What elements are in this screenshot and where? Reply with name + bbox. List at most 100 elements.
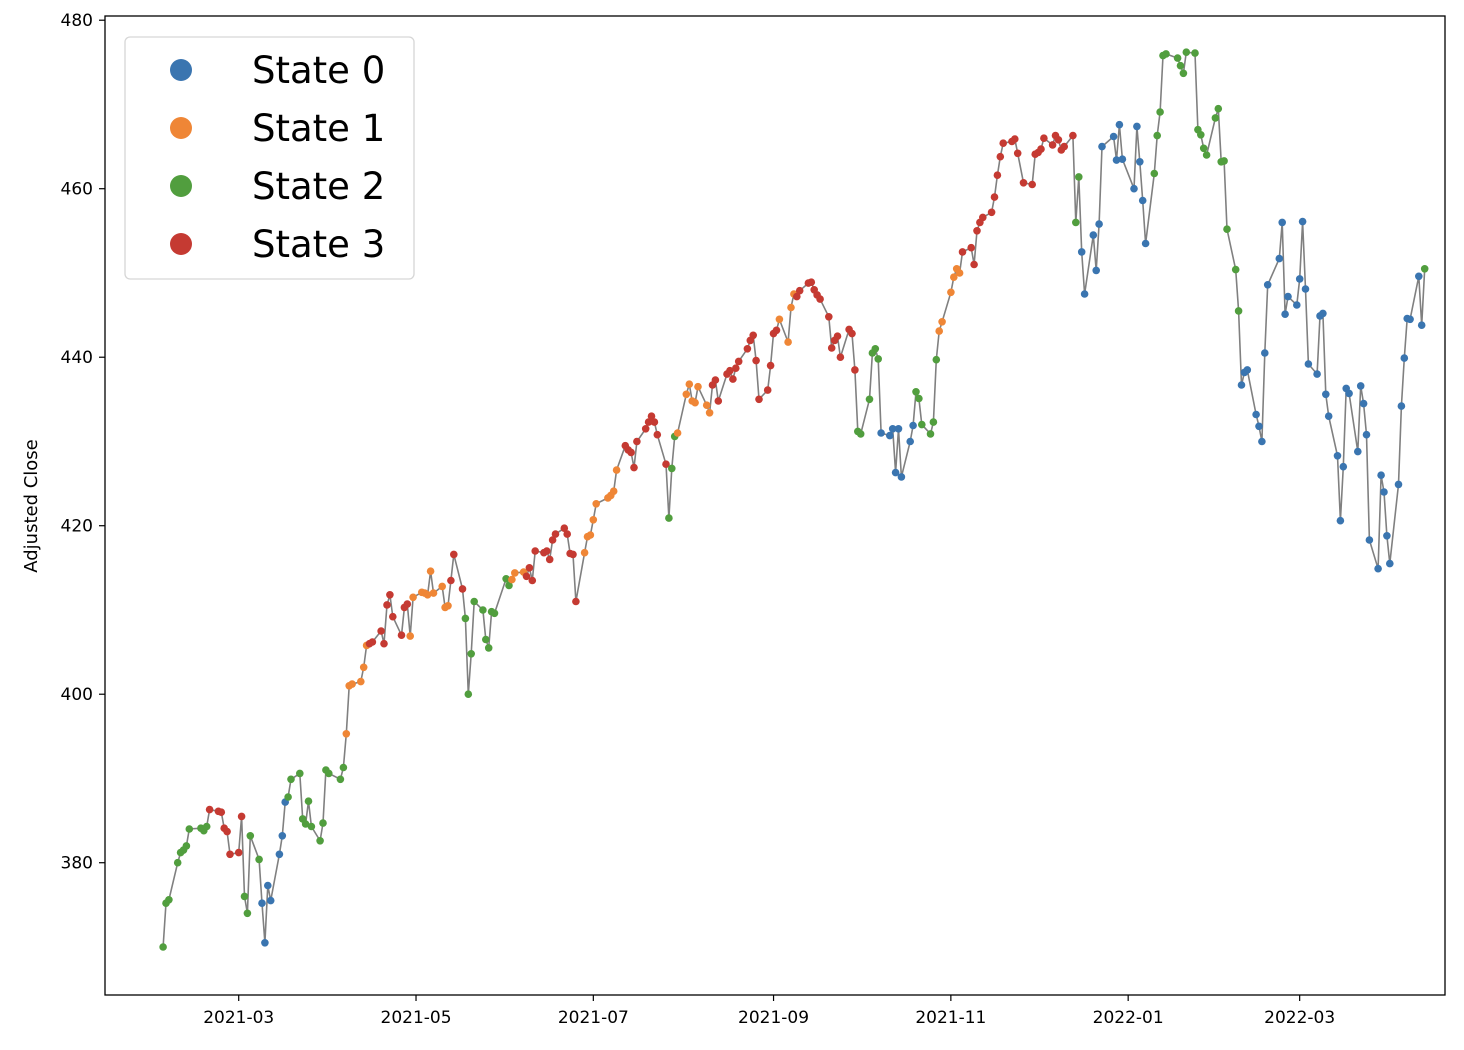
data-point-state-1: [694, 382, 702, 391]
data-point-state-2: [1214, 104, 1223, 113]
x-tick-label: 2021-05: [381, 1008, 452, 1028]
data-point-state-0: [1417, 321, 1426, 330]
data-point-state-3: [711, 376, 720, 384]
data-point-state-3: [793, 292, 801, 301]
data-point-state-0: [1252, 410, 1260, 419]
data-point-state-0: [1377, 471, 1385, 480]
data-point-state-1: [409, 593, 417, 602]
data-point-state-3: [987, 208, 996, 217]
x-tick-label: 2021-11: [915, 1008, 986, 1028]
data-point-state-1: [612, 466, 621, 474]
data-point-state-0: [1319, 309, 1327, 318]
legend-marker-state-3: [170, 233, 192, 255]
data-point-state-0: [1386, 559, 1394, 568]
data-point-state-2: [1223, 225, 1231, 233]
data-point-state-3: [563, 530, 571, 538]
data-point-state-1: [592, 500, 600, 508]
data-point-state-0: [1278, 218, 1286, 227]
data-point-state-0: [1136, 158, 1144, 166]
data-point-state-0: [1383, 532, 1391, 540]
data-point-state-0: [1354, 447, 1362, 456]
data-point-state-3: [237, 812, 246, 821]
data-point-state-0: [1138, 196, 1147, 205]
data-point-state-0: [1284, 292, 1292, 301]
data-point-state-3: [647, 412, 656, 421]
data-point-state-3: [1069, 131, 1077, 140]
data-point-state-0: [1275, 254, 1284, 263]
legend-label-state-3: State 3: [252, 223, 385, 266]
data-point-state-1: [429, 589, 438, 597]
data-point-state-3: [729, 375, 737, 383]
data-point-state-2: [461, 614, 470, 623]
data-point-state-3: [548, 536, 557, 544]
data-point-state-2: [874, 355, 882, 363]
data-point-state-2: [1153, 131, 1161, 140]
data-point-state-0: [877, 429, 885, 437]
data-point-state-3: [795, 286, 804, 295]
data-point-state-2: [1231, 265, 1240, 274]
data-point-state-2: [243, 909, 252, 918]
data-point-state-2: [1072, 218, 1080, 227]
data-point-state-0: [1298, 217, 1307, 226]
data-point-state-3: [380, 639, 388, 648]
data-point-state-0: [1109, 132, 1118, 141]
data-point-state-2: [490, 609, 499, 618]
x-tick-label: 2021-07: [558, 1008, 629, 1028]
data-point-state-2: [865, 395, 874, 404]
data-point-state-0: [1080, 290, 1089, 298]
data-point-state-3: [386, 591, 394, 599]
data-point-state-2: [1150, 169, 1159, 178]
data-point-state-3: [458, 585, 467, 593]
data-point-state-0: [1380, 488, 1388, 496]
data-point-state-1: [426, 567, 435, 575]
legend-marker-state-1: [170, 117, 192, 139]
data-point-state-0: [258, 899, 266, 907]
data-point-state-3: [763, 386, 772, 394]
data-point-state-2: [339, 763, 348, 772]
data-point-state-1: [508, 575, 516, 584]
data-point-state-2: [1075, 173, 1083, 181]
data-point-state-0: [1394, 480, 1403, 489]
data-point-state-1: [359, 663, 368, 672]
data-point-state-2: [246, 832, 255, 840]
data-point-state-0: [1237, 381, 1246, 389]
data-point-state-2: [304, 797, 313, 805]
data-point-state-2: [464, 690, 473, 698]
data-point-state-3: [816, 295, 824, 303]
data-point-state-1: [955, 269, 964, 277]
data-point-state-2: [202, 822, 211, 831]
data-point-state-3: [630, 463, 638, 472]
data-point-state-1: [357, 677, 365, 686]
plot-frame: [104, 15, 1446, 996]
data-point-state-0: [1263, 281, 1272, 289]
data-point-state-2: [287, 775, 295, 784]
data-point-state-3: [543, 547, 551, 555]
data-point-state-1: [775, 315, 784, 324]
data-point-state-2: [1179, 69, 1188, 78]
data-point-state-1: [705, 409, 714, 417]
data-point-state-3: [368, 638, 377, 646]
data-point-state-0: [1365, 536, 1374, 544]
data-point-state-0: [1130, 184, 1138, 193]
data-point-state-2: [871, 345, 880, 353]
legend-marker-state-0: [170, 59, 192, 81]
data-point-state-0: [1077, 248, 1086, 256]
data-point-state-3: [1060, 142, 1068, 151]
data-point-state-0: [1313, 370, 1321, 378]
data-point-state-0: [886, 431, 894, 440]
data-point-state-3: [833, 332, 842, 341]
data-point-state-3: [551, 530, 560, 538]
data-point-state-0: [1118, 155, 1127, 163]
y-tick-label: 400: [61, 685, 93, 705]
data-point-state-2: [1182, 48, 1191, 56]
data-point-state-0: [1301, 285, 1310, 293]
data-point-state-0: [1295, 275, 1304, 283]
data-point-state-0: [1293, 301, 1301, 309]
data-point-state-3: [1037, 145, 1045, 153]
data-point-state-0: [1243, 366, 1252, 374]
data-point-state-2: [918, 420, 926, 429]
data-point-state-0: [1141, 239, 1150, 248]
data-point-state-2: [912, 388, 920, 396]
data-point-state-3: [1011, 135, 1019, 143]
data-point-state-3: [743, 345, 752, 353]
